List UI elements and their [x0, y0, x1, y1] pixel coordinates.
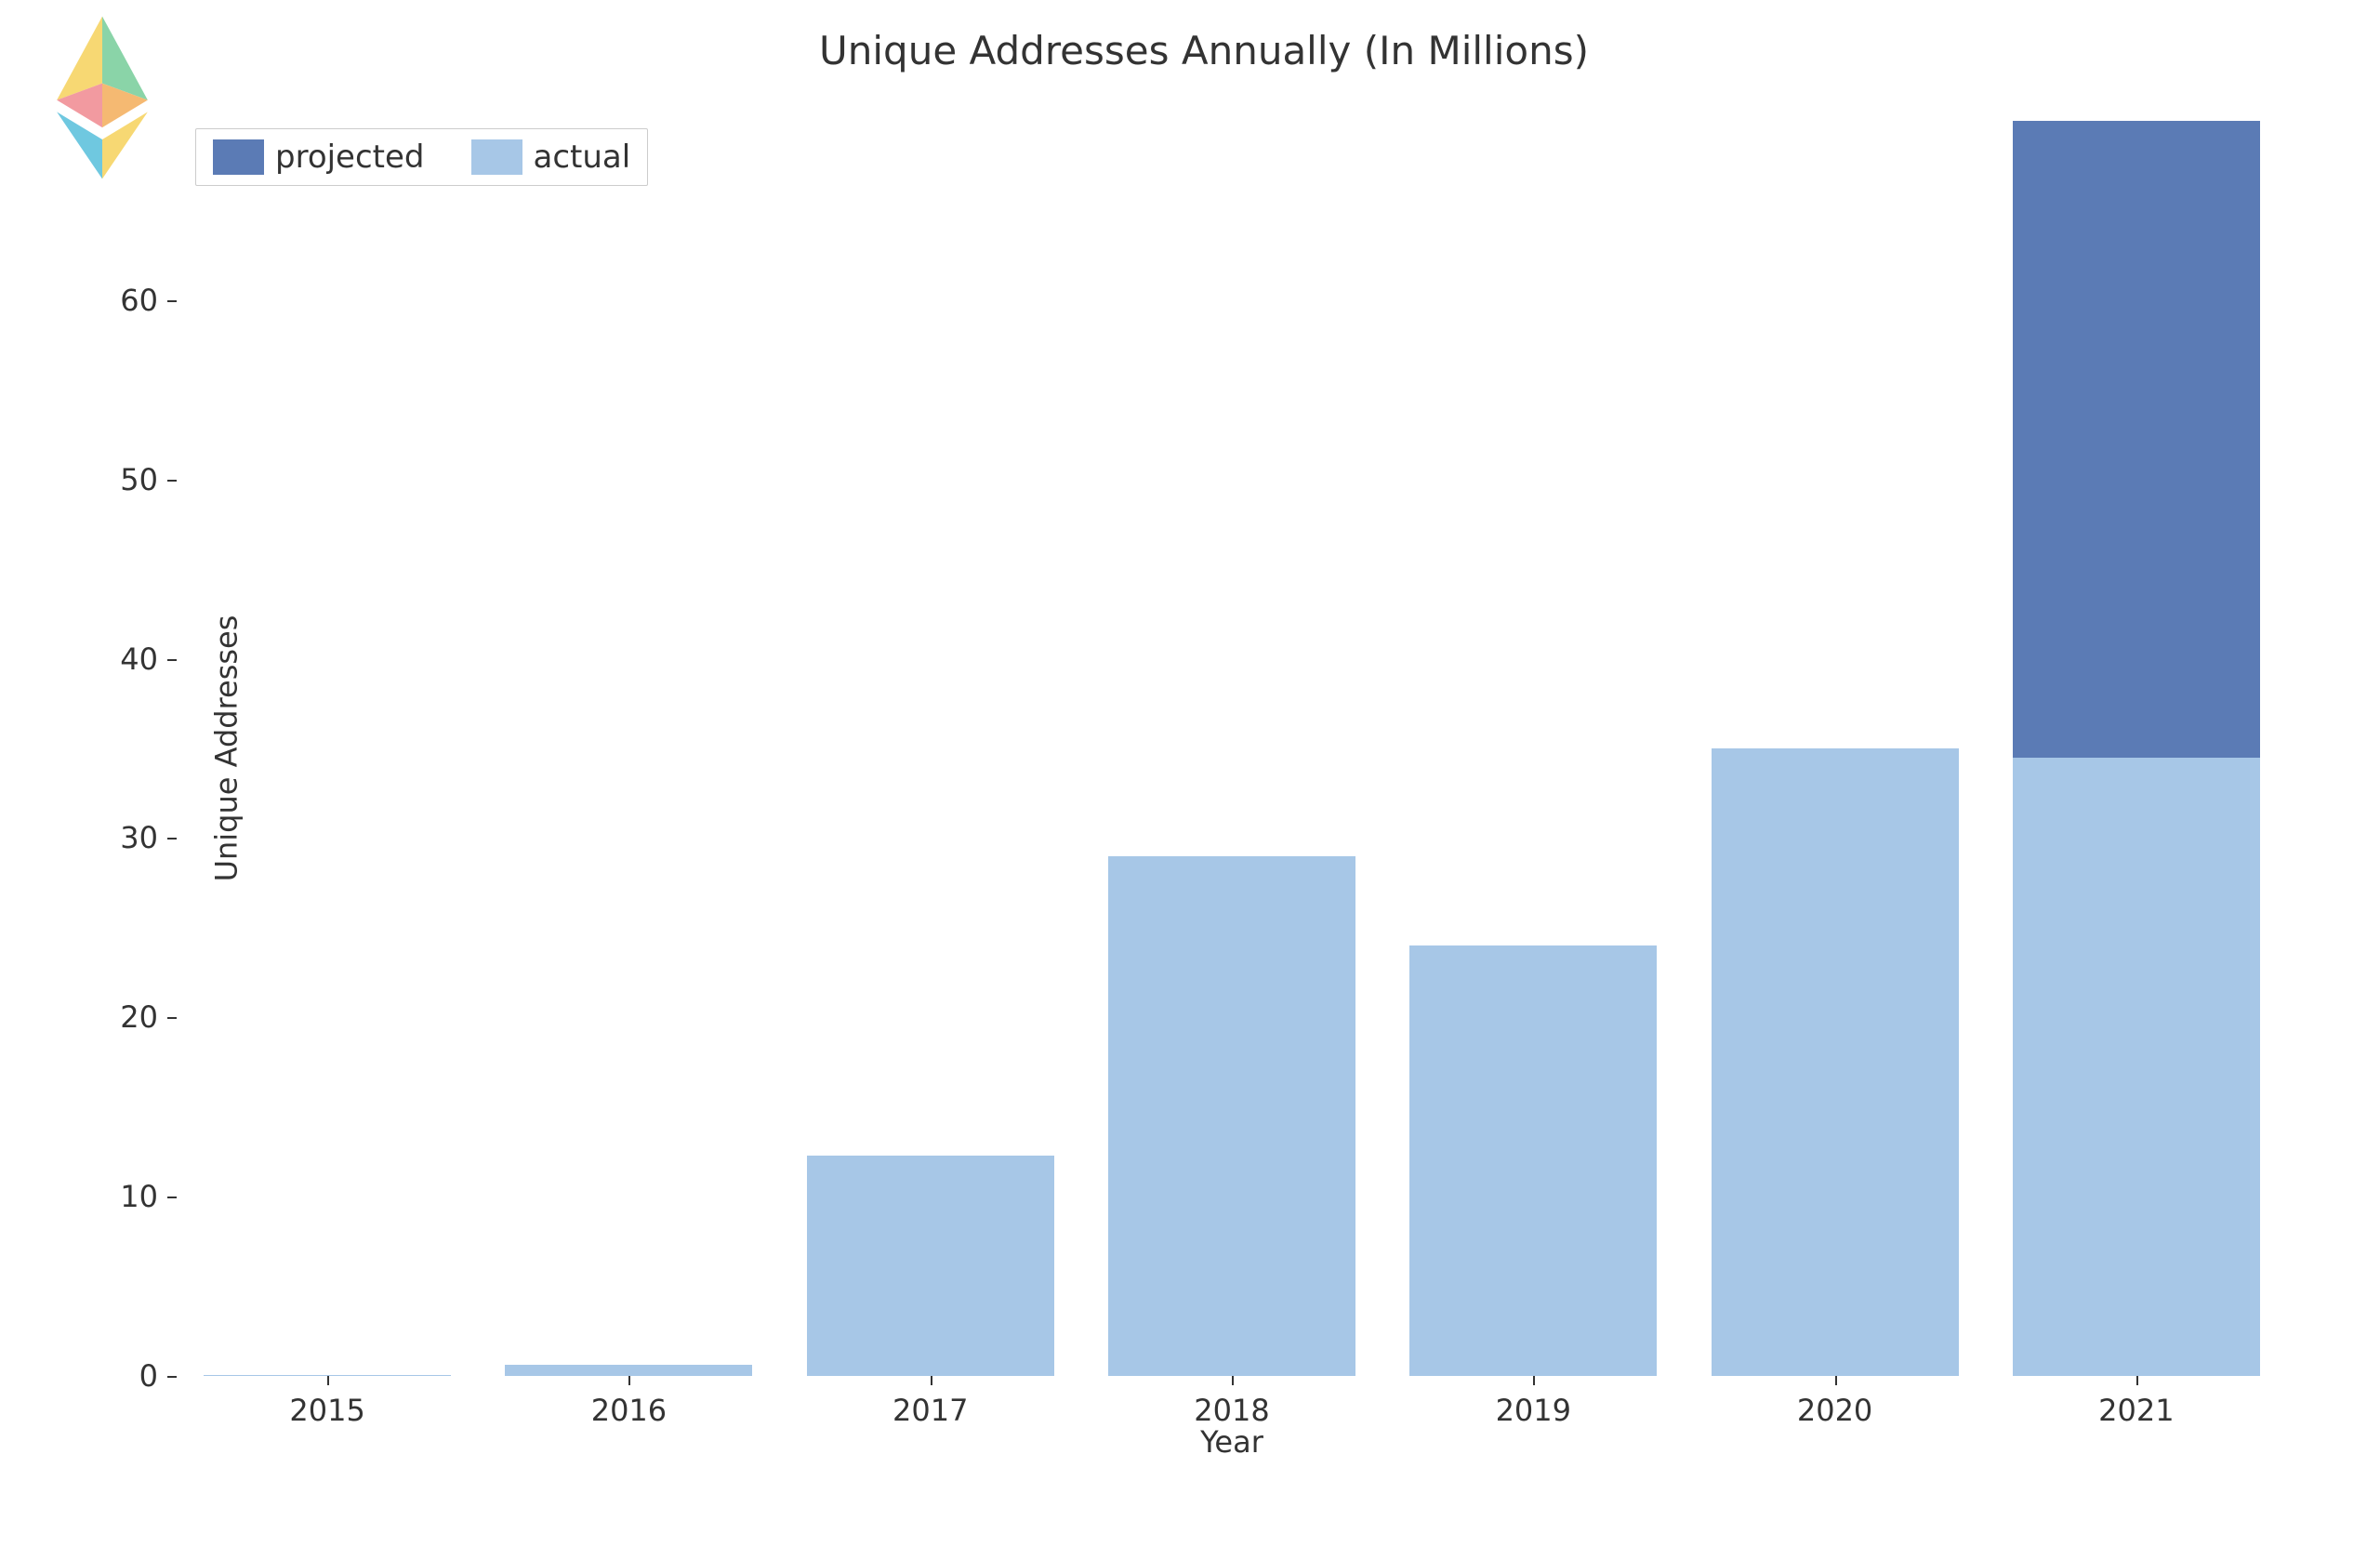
- bar-group: [2013, 121, 2260, 1376]
- bars-layer: [177, 121, 2287, 1376]
- bar-group: [1712, 121, 1959, 1376]
- legend-label: actual: [534, 139, 631, 176]
- chart-container: Unique Addresses Annually (In Millions) …: [88, 28, 2320, 1478]
- bar-actual: [1108, 856, 1355, 1376]
- y-axis: 0102030405060: [163, 121, 177, 1376]
- bar-group: [807, 121, 1054, 1376]
- plot-area: 0102030405060 Unique Addresses 201520162…: [177, 121, 2287, 1376]
- y-tick-label: 30: [120, 820, 158, 855]
- legend-item: actual: [471, 139, 631, 176]
- x-tick-label: 2019: [1496, 1393, 1571, 1428]
- x-tick: [628, 1376, 630, 1385]
- chart-title: Unique Addresses Annually (In Millions): [88, 28, 2320, 73]
- x-tick: [931, 1376, 932, 1385]
- y-tick: [167, 480, 177, 482]
- bar-group: [1409, 121, 1657, 1376]
- bar-actual: [807, 1156, 1054, 1376]
- bar-actual: [505, 1365, 752, 1376]
- legend-item: projected: [213, 139, 425, 176]
- y-tick-label: 0: [139, 1358, 158, 1394]
- y-tick-label: 60: [120, 283, 158, 318]
- bar-actual: [1712, 748, 1959, 1376]
- x-tick-label: 2016: [591, 1393, 667, 1428]
- legend: projected actual: [195, 128, 648, 186]
- y-tick: [167, 838, 177, 840]
- x-tick-label: 2017: [892, 1393, 968, 1428]
- x-tick-label: 2021: [2098, 1393, 2174, 1428]
- bar-actual: [1409, 945, 1657, 1376]
- legend-swatch: [213, 139, 264, 175]
- y-tick-label: 50: [120, 462, 158, 497]
- bar-group: [505, 121, 752, 1376]
- y-tick: [167, 659, 177, 661]
- x-tick-label: 2018: [1194, 1393, 1269, 1428]
- y-tick: [167, 1017, 177, 1019]
- x-tick: [1232, 1376, 1234, 1385]
- bar-group: [1108, 121, 1355, 1376]
- x-axis: 2015201620172018201920202021: [177, 1376, 2287, 1390]
- y-tick-label: 10: [120, 1179, 158, 1214]
- legend-swatch: [471, 139, 522, 175]
- x-tick: [1835, 1376, 1837, 1385]
- y-tick-label: 20: [120, 999, 158, 1035]
- y-axis-title: Unique Addresses: [208, 615, 244, 882]
- y-tick: [167, 1197, 177, 1198]
- bar-actual: [2013, 758, 2260, 1376]
- x-tick: [2136, 1376, 2138, 1385]
- y-tick: [167, 1376, 177, 1378]
- legend-label: projected: [275, 139, 425, 176]
- x-tick: [327, 1376, 329, 1385]
- y-tick: [167, 300, 177, 302]
- x-tick: [1533, 1376, 1535, 1385]
- x-tick-label: 2020: [1797, 1393, 1872, 1428]
- x-axis-title: Year: [1200, 1424, 1263, 1460]
- y-tick-label: 40: [120, 641, 158, 677]
- x-tick-label: 2015: [289, 1393, 364, 1428]
